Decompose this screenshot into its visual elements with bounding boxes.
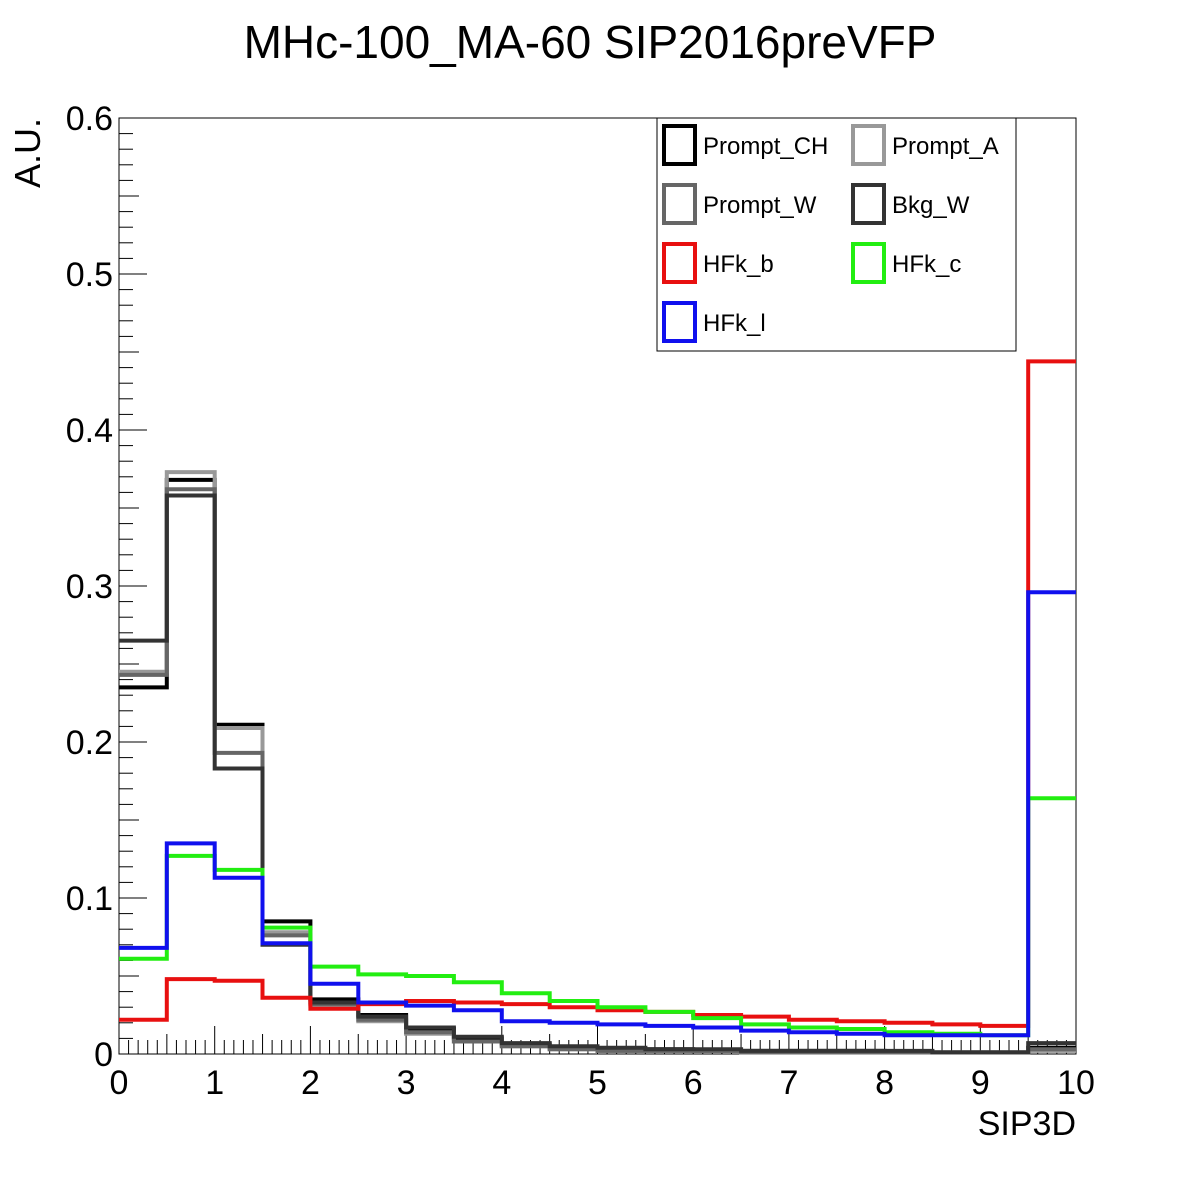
legend-label-hfk-l: HFk_l: [703, 310, 766, 337]
series-layer: [119, 359, 1076, 1055]
series-line-hfk-l: [119, 590, 1076, 1038]
legend-label-prompt-w: Prompt_W: [703, 192, 817, 219]
x-tick-label: 9: [971, 1064, 990, 1102]
x-tick-label: 6: [684, 1064, 703, 1102]
legend-label-prompt-a: Prompt_A: [892, 133, 999, 160]
legend-swatch-hfk-b: [662, 242, 697, 284]
y-tick-label: 0.3: [66, 568, 113, 606]
legend-swatch-hfk-c: [851, 242, 886, 284]
x-tick-label: 7: [779, 1064, 798, 1102]
x-tick-label: 4: [492, 1064, 511, 1102]
x-axis-label: SIP3D: [978, 1105, 1076, 1143]
y-axis-label: A.U.: [7, 118, 48, 188]
legend-box: [656, 117, 1017, 352]
legend-label-hfk-c: HFk_c: [892, 251, 961, 278]
x-tick-label: 10: [1057, 1064, 1095, 1102]
legend-label-bkg-w: Bkg_W: [892, 192, 970, 219]
x-tick-label: 5: [588, 1064, 607, 1102]
legend-swatch-prompt-ch: [662, 124, 697, 166]
legend-swatch-hfk-l: [662, 301, 697, 343]
y-tick-label: 0.5: [66, 256, 113, 294]
y-tick-label: 0.6: [66, 100, 113, 138]
y-tick-label: 0: [94, 1036, 113, 1074]
legend: Prompt_CH Prompt_A Prompt_W Bkg_W HFk_b HFk_c…: [656, 117, 1017, 352]
y-tick-label: 0.4: [66, 412, 113, 450]
series-line-hfk-c: [119, 796, 1076, 1038]
x-tick-label: 2: [301, 1064, 320, 1102]
x-tick-label: 0: [110, 1064, 129, 1102]
legend-label-prompt-ch: Prompt_CH: [703, 133, 828, 160]
series-line-bkg-w: [119, 493, 1076, 1055]
y-tick-label: 0.2: [66, 724, 113, 762]
legend-swatch-prompt-w: [662, 183, 697, 225]
axis-ticks: 0 1 2 3 4 5 6 7 8 9 10 0 0.1 0.2 0.3 0.4 0.5 0.6: [66, 100, 1095, 1102]
legend-label-hfk-b: HFk_b: [703, 251, 774, 278]
x-tick-label: 3: [397, 1064, 416, 1102]
legend-swatch-bkg-w: [851, 183, 886, 225]
chart-title: MHc-100_MA-60 SIP2016preVFP: [244, 16, 937, 68]
legend-swatch-prompt-a: [851, 124, 886, 166]
x-tick-label: 1: [205, 1064, 224, 1102]
x-tick-label: 8: [875, 1064, 894, 1102]
y-tick-label: 0.1: [66, 880, 113, 918]
